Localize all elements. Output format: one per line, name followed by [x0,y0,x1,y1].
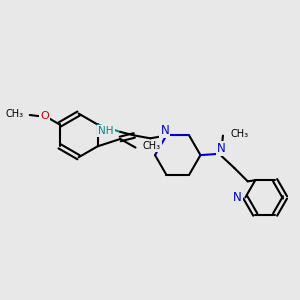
Text: CH₃: CH₃ [143,141,161,151]
Text: CH₃: CH₃ [230,129,248,139]
Text: NH: NH [98,126,114,136]
Text: N: N [160,124,169,137]
Text: CH₃: CH₃ [6,110,24,119]
Text: O: O [40,112,49,122]
Text: N: N [233,191,242,204]
Text: N: N [217,142,226,155]
